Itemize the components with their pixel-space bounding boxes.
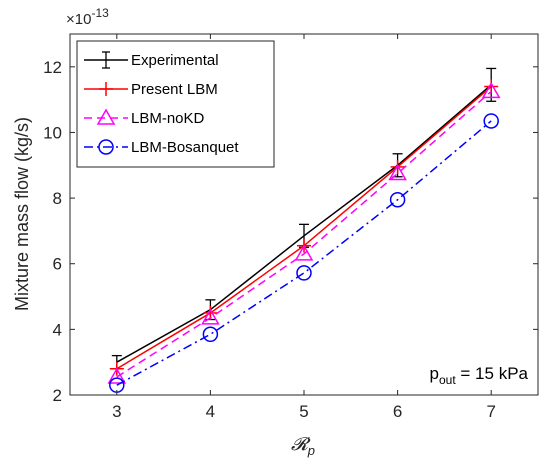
x-tick-label: 7 [486,402,495,421]
x-axis-subscript: p [307,443,315,458]
series-line [116,120,492,386]
legend-marker [99,82,113,96]
annotation-p: p [430,364,439,383]
data-point [107,367,127,384]
annotation-rest: = 15 kPa [456,364,529,383]
legend-label: LBM-Bosanquet [131,139,239,156]
y-tick-label: 4 [53,320,62,339]
data-point [201,308,220,325]
series-layer [107,67,501,393]
legend: Experimental Present LBM LBM-noKD LBM-Bosan… [76,40,275,168]
x-tick-label: 3 [112,402,121,421]
series-2 [107,81,501,384]
y-tick-label: 10 [43,123,62,142]
y-tick-label: 6 [53,255,62,274]
legend-label: Present LBM [131,81,218,98]
legend-marker [98,139,114,155]
data-point [296,265,312,281]
legend-entry-2: LBM-noKD [84,108,205,127]
data-point [481,81,501,99]
y-tick-label: 2 [53,386,62,405]
data-point [294,244,314,261]
y-axis-title: Mixture mass flow (kg/s) [12,117,32,311]
y-tick-label: 8 [53,189,62,208]
annotation-pout: pout = 15 kPa [430,364,529,387]
y-exponent-base: ×10 [66,11,91,28]
y-exponent-label: ×10-13 [66,6,109,28]
legend-entry-0: Experimental [84,51,219,69]
legend-marker [96,108,116,125]
annotation-sub: out [439,373,456,387]
legend-entry-3: LBM-Bosanquet [84,139,239,156]
series-line [116,90,492,378]
x-tick-label: 6 [393,402,402,421]
legend-box [76,40,275,168]
data-point [202,326,219,343]
data-point [483,113,499,129]
legend-label: Experimental [131,52,219,69]
x-tick-label: 5 [299,402,308,421]
series-3 [109,113,499,393]
legend-label: LBM-noKD [131,110,205,127]
x-tick-label: 4 [206,402,215,421]
y-exponent-power: -13 [91,6,109,20]
ticks-layer: 3 4 5 6 7 2 4 6 8 10 12 [43,34,538,421]
legend-entry-1: Present LBM [84,81,218,98]
y-tick-label: 12 [43,58,62,77]
data-point [389,191,406,208]
data-point [388,163,407,181]
data-point [484,79,499,94]
x-axis-title: 𝓡p [291,434,315,458]
x-axis-symbol: 𝓡 [291,434,311,454]
